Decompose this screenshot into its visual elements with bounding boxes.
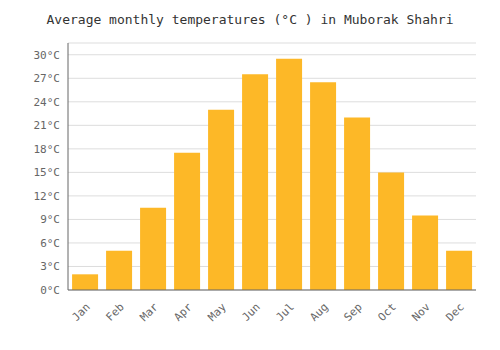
svg-text:Jun: Jun: [240, 301, 263, 324]
svg-text:Feb: Feb: [104, 301, 127, 324]
svg-text:Apr: Apr: [172, 300, 196, 324]
svg-text:Nov: Nov: [410, 300, 434, 324]
svg-text:6°C: 6°C: [40, 237, 60, 250]
svg-text:Dec: Dec: [444, 301, 467, 324]
svg-text:Jan: Jan: [70, 301, 93, 324]
svg-text:May: May: [206, 300, 230, 324]
svg-text:27°C: 27°C: [34, 72, 61, 85]
svg-text:Oct: Oct: [376, 301, 399, 324]
svg-text:30°C: 30°C: [34, 49, 61, 62]
svg-text:12°C: 12°C: [34, 190, 61, 203]
svg-text:Sep: Sep: [342, 301, 365, 324]
svg-text:18°C: 18°C: [34, 143, 61, 156]
svg-text:0°C: 0°C: [40, 284, 60, 297]
svg-text:21°C: 21°C: [34, 119, 61, 132]
svg-text:24°C: 24°C: [34, 96, 61, 109]
svg-text:3°C: 3°C: [40, 260, 60, 273]
html-text:Average monthly temperatures (: Average monthly temperatures (°C ) in Mu…: [46, 12, 454, 27]
svg-text:Jul: Jul: [274, 301, 297, 324]
svg-text:Mar: Mar: [138, 300, 162, 324]
svg-text:15°C: 15°C: [34, 166, 61, 179]
svg-text:9°C: 9°C: [40, 213, 60, 226]
svg-text:Aug: Aug: [308, 301, 331, 324]
